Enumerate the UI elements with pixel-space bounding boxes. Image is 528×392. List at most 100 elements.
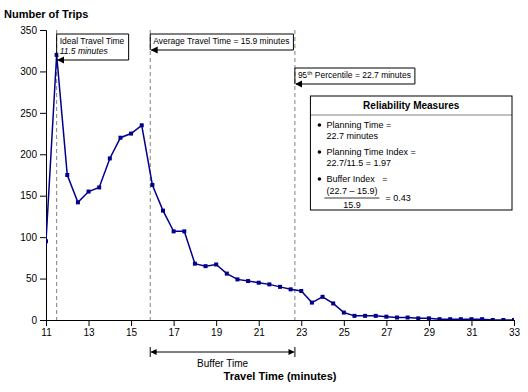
point	[512, 318, 514, 320]
point	[321, 295, 325, 299]
x-tick-mark	[259, 320, 260, 326]
y-axis-title: Number of Trips	[4, 8, 88, 20]
x-tick: 17	[169, 320, 181, 338]
y-tick-label: 150	[20, 190, 37, 201]
point	[129, 132, 133, 136]
x-tick-mark	[131, 320, 132, 326]
bracket-top	[295, 68, 415, 69]
point	[278, 285, 282, 289]
point	[225, 272, 229, 276]
box-item-label: Buffer Index =	[326, 174, 387, 184]
annotation-label: Average Travel Time = 15.9 minutes	[153, 36, 289, 46]
point	[459, 317, 463, 320]
point	[491, 318, 495, 320]
x-tick-mark	[174, 320, 175, 326]
point	[235, 277, 239, 281]
y-tick: 250	[20, 108, 46, 119]
x-tick: 11	[41, 320, 52, 338]
y-tick-label: 200	[20, 149, 37, 160]
y-tick: 100	[20, 232, 46, 243]
x-tick-label: 13	[83, 327, 95, 338]
box-item-value: 22.7/11.5 = 1.97	[326, 158, 391, 168]
y-tick-mark	[40, 279, 46, 280]
box-item-label: Planning Time Index =	[326, 147, 415, 157]
x-tick: 31	[466, 320, 478, 338]
y-tick: 0	[31, 315, 46, 326]
box-title: Reliability Measures	[363, 100, 460, 111]
bracket-top	[57, 34, 129, 35]
point	[204, 264, 208, 268]
y-tick-mark	[40, 196, 46, 197]
point	[395, 316, 399, 320]
bracket-left	[294, 68, 295, 84]
point	[65, 173, 69, 177]
y-axis-line	[40, 31, 47, 321]
buffer-line	[151, 352, 294, 353]
box-denominator: 15.9	[343, 200, 361, 210]
y-tick-label: 300	[20, 66, 37, 77]
y-tick: 200	[20, 149, 46, 160]
buffer-end-tick	[150, 347, 151, 357]
point	[267, 282, 271, 286]
x-tick: 23	[296, 320, 308, 338]
point	[374, 314, 378, 318]
point	[342, 311, 346, 315]
plot: 1113151719212325272931330501001502002503…	[4, 8, 520, 382]
x-tick: 27	[381, 320, 393, 338]
buffer-end-tick	[294, 347, 295, 357]
y-tick-label: 50	[26, 273, 38, 284]
y-tick: 150	[20, 190, 46, 201]
point	[193, 262, 197, 266]
chart: 1113151719212325272931330501001502002503…	[0, 0, 528, 392]
point	[161, 209, 165, 213]
bracket-left	[56, 34, 57, 60]
annotation-label: 95th Percentile = 22.7 minutes	[298, 70, 411, 80]
x-tick-label: 11	[41, 327, 52, 338]
point	[182, 229, 186, 233]
box-numerator: (22.7 – 15.9)	[326, 186, 377, 196]
x-tick: 15	[126, 320, 138, 338]
point	[469, 317, 473, 320]
x-tick-mark	[89, 320, 90, 326]
y-axis: 0 50 100 150 200 250 300 350	[20, 25, 46, 326]
point	[289, 287, 293, 291]
y-tick-label: 350	[20, 25, 37, 36]
box-separator	[310, 115, 512, 116]
annotation-label: Ideal Travel Time	[60, 36, 125, 46]
buffer-bracket: Buffer Time	[150, 347, 295, 369]
box-item-label: Planning Time =	[326, 120, 391, 130]
series-line	[46, 55, 514, 320]
data	[46, 30, 514, 320]
point	[331, 301, 335, 305]
y-tick-mark	[40, 30, 46, 31]
y-tick-mark	[40, 237, 46, 238]
point	[427, 316, 431, 320]
x-axis-title: Travel Time (minutes)	[224, 370, 337, 382]
annotation: 95th Percentile = 22.7 minutes	[295, 68, 415, 84]
x-tick: 21	[254, 320, 266, 338]
x-tick-label: 33	[509, 327, 521, 338]
x-tick: 19	[211, 320, 223, 338]
x-tick-label: 17	[169, 327, 181, 338]
bracket-left	[150, 34, 151, 50]
point	[480, 317, 484, 320]
point	[416, 316, 420, 320]
annotation-sublabel: 11.5 minutes	[60, 46, 109, 56]
annotation-arrow	[58, 59, 129, 60]
reference-line	[294, 30, 295, 320]
x-tick-mark	[471, 320, 472, 326]
x-tick-mark	[344, 320, 345, 326]
y-tick-mark	[40, 320, 46, 321]
x-tick-label: 21	[254, 327, 266, 338]
x-tick-mark	[386, 320, 387, 326]
point	[97, 185, 101, 189]
buffer-label: Buffer Time	[197, 358, 248, 369]
annotation-arrow	[296, 83, 415, 84]
bullet	[318, 123, 322, 127]
bracket-right	[293, 34, 294, 50]
fraction-line	[324, 198, 379, 199]
bracket-top	[150, 34, 293, 35]
point	[448, 317, 452, 320]
x-axis: 111315171921232527293133	[41, 320, 520, 338]
point	[299, 289, 303, 293]
